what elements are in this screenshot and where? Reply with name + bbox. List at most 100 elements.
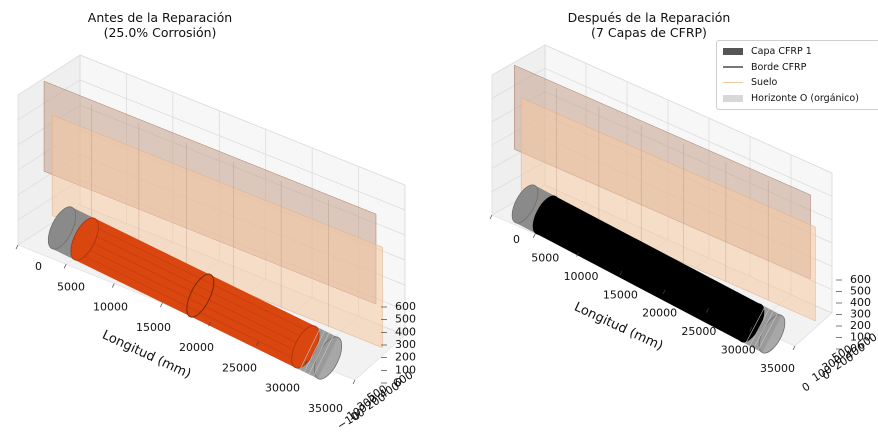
pipe-end-hatch [308, 332, 330, 375]
x-tick-mark [160, 302, 163, 308]
chart-title-after-line1: Después de la Reparación [567, 10, 731, 25]
pipe-end-segment-end [741, 304, 782, 353]
chart-title-before-line2: (25.0% Corrosión) [103, 25, 217, 40]
z-tick-label: 0 [395, 376, 402, 389]
pipe-end-hatch [299, 328, 321, 370]
grid-line [794, 312, 833, 347]
chart-before-repair: Antes de la Reparación (25.0% Corrosión)… [0, 10, 416, 433]
x-tick-mark [111, 283, 115, 288]
x-tick-label: 35000 [760, 362, 795, 375]
soil-layer [51, 114, 383, 349]
x-tick-label: 25000 [222, 361, 257, 374]
legend-item: Horizonte O (orgánico) [723, 91, 873, 107]
pipe-cap-start [47, 206, 77, 250]
z-tick-label: 400 [850, 296, 871, 309]
chart-title-after-line2: (7 Capas de CFRP) [591, 25, 707, 40]
corrosion-texture-line [77, 252, 299, 361]
grid-line [17, 54, 81, 96]
grid-line [79, 79, 406, 211]
chart-title-before: Antes de la Reparación (25.0% Corrosión) [0, 10, 380, 40]
corrosion-texture-line [81, 245, 303, 355]
x-tick-label: 10000 [564, 270, 599, 283]
pipe-end-hatch [304, 330, 325, 373]
z-tick-label: 300 [850, 308, 871, 321]
plot-3d-after: 05000100001500020000250003000035000Longi… [489, 44, 878, 395]
x-tick-mark [63, 264, 67, 269]
x-tick-label: 20000 [642, 307, 677, 320]
z-tick-label: 300 [395, 338, 416, 351]
grid-line [79, 54, 406, 186]
z-tick-label: 400 [395, 325, 416, 338]
corrosion-ring [186, 273, 215, 318]
x-tick-mark [256, 341, 260, 346]
x-tick-label: 25000 [681, 325, 716, 338]
pipe-end-segment-start [51, 207, 95, 260]
x-tick-mark [662, 289, 666, 295]
legend-swatch [723, 48, 743, 56]
legend-item: Borde CFRP [723, 60, 873, 76]
x-tick-label: 0 [35, 260, 42, 273]
z-tick-label: 0 [850, 342, 857, 355]
z-tick-label: 500 [395, 313, 416, 326]
x-axis-label: Longitud (mm) [100, 328, 194, 382]
z-tick-label: 600 [395, 300, 416, 313]
x-tick-label: 0 [513, 233, 520, 246]
pipe-end-hatch [757, 313, 778, 351]
chart-title-before-line1: Antes de la Reparación [87, 10, 233, 25]
x-tick-mark [749, 327, 753, 332]
x-tick-label: 10000 [93, 301, 128, 314]
pipe-end-hatch [753, 310, 774, 349]
x-tick-label: 35000 [308, 402, 343, 415]
x-tick-label: 30000 [721, 344, 756, 357]
corrosion-texture-line [84, 238, 306, 348]
chart-title-after: Después de la Reparación (7 Capas de CFR… [430, 10, 868, 40]
x-tick-mark [304, 360, 308, 365]
x-tick-mark [619, 270, 623, 276]
legend-item: Suelo [723, 75, 873, 91]
wrap-edge-start [70, 217, 99, 261]
x-tick-label: 5000 [531, 251, 559, 264]
x-tick-label: 5000 [57, 280, 85, 293]
grid-line [544, 68, 833, 197]
legend-label: Borde CFRP [751, 61, 807, 73]
z-tick-label: 100 [850, 331, 871, 344]
legend-swatch [723, 82, 743, 84]
pipe-end-hatch [749, 308, 770, 347]
pipe-end-hatch [313, 334, 334, 377]
x-tick-mark [576, 252, 579, 257]
legend-label: Capa CFRP 1 [751, 46, 812, 58]
z-tick-label: 200 [395, 351, 416, 364]
legend-item: Capa CFRP 1 [723, 44, 873, 60]
legend-label: Suelo [751, 77, 778, 89]
legend-swatch [723, 94, 743, 102]
legend-label: Horizonte O (orgánico) [751, 92, 859, 104]
corrosion-texture-line [91, 225, 313, 334]
z-tick-label: 200 [850, 319, 871, 332]
x-tick-mark [15, 244, 19, 250]
x-tick-mark [706, 308, 709, 313]
y-tick-label: 0 [800, 380, 813, 395]
plot-3d-before: 05000100001500020000250003000035000Longi… [15, 54, 416, 433]
x-tick-mark [792, 345, 796, 351]
chart-after-repair: Después de la Reparación (7 Capas de CFR… [440, 0, 878, 434]
x-tick-label: 15000 [136, 321, 171, 334]
x-tick-label: 20000 [179, 341, 214, 354]
x-tick-mark [532, 233, 536, 238]
wrap-edge-start [532, 195, 560, 235]
pipe-end-hatch [745, 306, 766, 344]
grid-line [544, 44, 833, 174]
pipe-cap-start [511, 184, 539, 224]
x-tick-mark [352, 379, 356, 385]
z-tick-label: 600 [850, 273, 871, 286]
x-tick-label: 30000 [265, 382, 300, 395]
grid-line [354, 334, 406, 381]
legend: Capa CFRP 1 Borde CFRP Suelo Horizonte O (o… [716, 40, 878, 110]
grid-line [491, 44, 546, 76]
x-tick-mark [489, 214, 493, 220]
corrosion-texture-line [87, 231, 309, 341]
z-tick-label: 100 [395, 363, 416, 376]
soil-layer [520, 97, 816, 322]
pipe-end-segment-end [295, 326, 339, 379]
cfrp-wrap-body [536, 196, 761, 342]
x-tick-label: 15000 [603, 288, 638, 301]
